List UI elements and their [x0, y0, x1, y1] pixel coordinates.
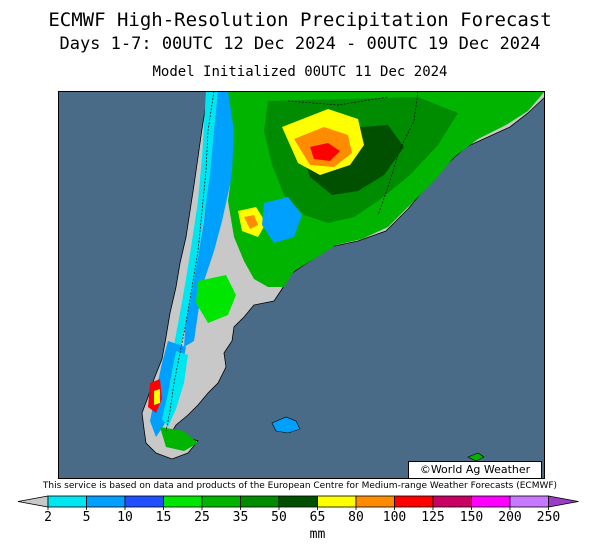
scale-arrow-high [548, 495, 579, 508]
south-georgia [467, 452, 485, 462]
scale-bin-15-25 [163, 495, 203, 508]
model-init-time: Model Initialized 00UTC 11 Dec 2024 [152, 64, 448, 80]
precip-fjords-yellow [154, 389, 160, 405]
scale-bin-125-150 [432, 495, 472, 508]
precip-blue-coastal [262, 197, 302, 243]
watermark: ©World Ag Weather [408, 461, 542, 479]
scale-bin-100-125 [394, 495, 434, 508]
scale-tick-label: 150 [460, 510, 483, 525]
map-title: ECMWF High-Resolution Precipitation Fore… [48, 9, 552, 31]
scale-unit: mm [310, 527, 326, 542]
precip-south-green [196, 275, 236, 323]
argentina-paraguay-border [287, 96, 389, 106]
scale-tick-label: 35 [233, 510, 249, 525]
data-credit: This service is based on data and produc… [42, 481, 558, 491]
scale-tick-label: 100 [383, 510, 406, 525]
chile-argentina-border [165, 91, 215, 432]
scale-tick-label: 80 [348, 510, 364, 525]
scale-bin-150-200 [471, 495, 511, 508]
forecast-period: Days 1-7: 00UTC 12 Dec 2024 - 00UTC 19 D… [59, 34, 541, 54]
precip-cell-2-core [244, 215, 258, 229]
map-frame [58, 91, 545, 479]
scale-bin-5-10 [86, 495, 126, 508]
scale-bin-200-250 [509, 495, 549, 508]
scale-bin-2-5 [47, 495, 87, 508]
scale-bin-65-80 [317, 495, 357, 508]
scale-tick-label: 125 [421, 510, 444, 525]
precip-tierra-del-fuego [160, 427, 198, 451]
scale-bin-10-15 [124, 495, 164, 508]
precip-patagonia-cyan [162, 351, 188, 427]
scale-tick-label: 65 [310, 510, 326, 525]
scale-bin-80-100 [355, 495, 395, 508]
scale-arrow-low [17, 495, 49, 508]
scale-tick-label: 25 [194, 510, 210, 525]
argentina-uruguay-border [377, 154, 399, 216]
scale-tick-label: 10 [117, 510, 133, 525]
scale-tick-label: 5 [83, 510, 91, 525]
falkland-islands [271, 416, 301, 434]
scale-tick-label: 15 [156, 510, 172, 525]
scale-tick-label: 250 [537, 510, 560, 525]
scale-bin-25-35 [201, 495, 241, 508]
scale-bin-35-50 [240, 495, 280, 508]
precipitation-map [58, 91, 545, 479]
precip-red [310, 143, 340, 161]
scale-tick-label: 2 [44, 510, 52, 525]
scale-tick-label: 200 [498, 510, 521, 525]
scale-bin-50-65 [278, 495, 318, 508]
scale-tick-label: 50 [271, 510, 287, 525]
